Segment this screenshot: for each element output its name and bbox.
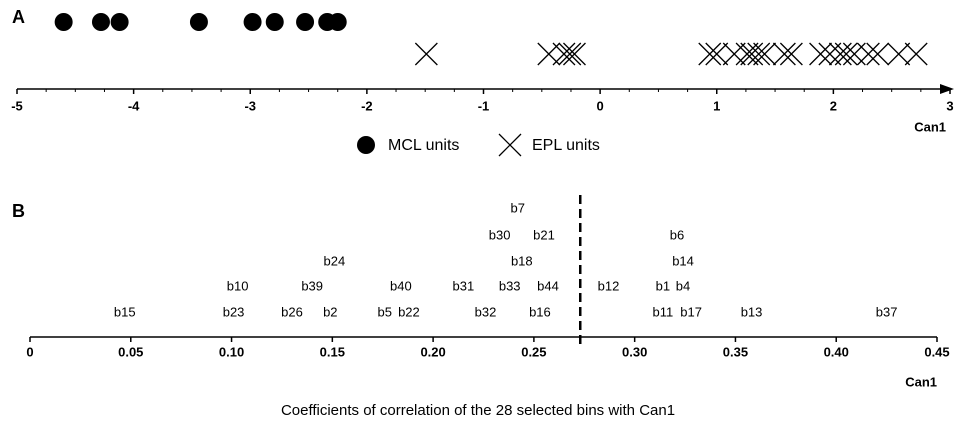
bin-label: b15 [114, 304, 136, 319]
x-tick-label: 0.35 [723, 344, 748, 359]
bin-label: b4 [676, 278, 690, 293]
bin-label: b32 [475, 304, 497, 319]
point [772, 42, 796, 66]
bin-label: b16 [529, 304, 551, 319]
bin-label: b12 [598, 278, 620, 293]
point [265, 13, 284, 31]
x-axis-label: Can1 [914, 119, 946, 134]
caption: Coefficients of correlation of the 28 se… [281, 402, 675, 419]
point [818, 42, 842, 66]
point [110, 13, 129, 31]
x-tick-label: 0 [26, 344, 33, 359]
point [834, 42, 858, 66]
point [328, 13, 347, 31]
point [558, 42, 582, 66]
x-tick-label: 0.15 [320, 344, 345, 359]
bin-label: b39 [301, 278, 323, 293]
point [735, 42, 759, 66]
point [866, 42, 890, 66]
point [552, 42, 576, 66]
point [54, 13, 73, 31]
point [779, 42, 803, 66]
x-tick-label: -2 [361, 98, 373, 113]
point [722, 42, 746, 66]
point [698, 42, 722, 66]
bin-label: b21 [533, 227, 555, 242]
legend-label: MCL units [388, 137, 459, 154]
x-tick-label: 1 [713, 98, 720, 113]
panel-label: B [12, 201, 25, 221]
x-tick-label: -4 [128, 98, 140, 113]
bin-label: b6 [670, 227, 684, 242]
point [91, 13, 110, 31]
point [753, 42, 777, 66]
point [243, 13, 262, 31]
point [189, 13, 208, 31]
point [747, 42, 771, 66]
x-tick-label: -5 [11, 98, 23, 113]
bin-label: b22 [398, 304, 420, 319]
bin-label: b44 [537, 278, 559, 293]
x-tick-label: 0 [597, 98, 604, 113]
bin-label: b18 [511, 253, 533, 268]
legend-marker [357, 136, 375, 154]
bin-label: b33 [499, 278, 521, 293]
bin-label: b17 [680, 304, 702, 319]
bin-label: b24 [323, 253, 345, 268]
bin-label: b7 [511, 200, 525, 215]
x-tick-label: 2 [830, 98, 837, 113]
bin-label: b40 [390, 278, 412, 293]
x-tick-label: 0.40 [824, 344, 849, 359]
x-tick-label: 0.20 [420, 344, 445, 359]
bin-label: b37 [876, 304, 898, 319]
point [904, 42, 928, 66]
x-tick-label: -1 [478, 98, 490, 113]
x-tick-label: -3 [244, 98, 256, 113]
x-tick-label: 0.25 [521, 344, 546, 359]
point [740, 42, 764, 66]
bin-label: b14 [672, 253, 694, 268]
point [563, 42, 586, 66]
x-tick-label: 3 [946, 98, 953, 113]
legend-label: EPL units [532, 137, 600, 154]
point [705, 42, 729, 66]
axis-arrow [940, 84, 954, 94]
bin-label: b23 [223, 304, 245, 319]
point [856, 42, 880, 66]
x-tick-label: 0.45 [924, 344, 949, 359]
point [414, 42, 438, 66]
point [887, 42, 911, 66]
point [828, 42, 852, 66]
bin-label: b11 [653, 304, 674, 319]
x-tick-label: 0.05 [118, 344, 143, 359]
x-tick-label: 0.10 [219, 344, 244, 359]
bin-label: b31 [452, 278, 474, 293]
point [296, 13, 315, 31]
bin-label: b5 [378, 304, 392, 319]
bin-label: b26 [281, 304, 303, 319]
point [809, 42, 833, 66]
bin-label: b1 [656, 278, 670, 293]
bin-label: b13 [741, 304, 763, 319]
legend-marker [498, 133, 522, 157]
x-axis-label: Can1 [905, 374, 937, 389]
bin-label: b10 [227, 278, 249, 293]
bin-label: b30 [489, 227, 511, 242]
bin-label: b2 [323, 304, 337, 319]
panel-label: A [12, 7, 25, 27]
x-tick-label: 0.30 [622, 344, 647, 359]
